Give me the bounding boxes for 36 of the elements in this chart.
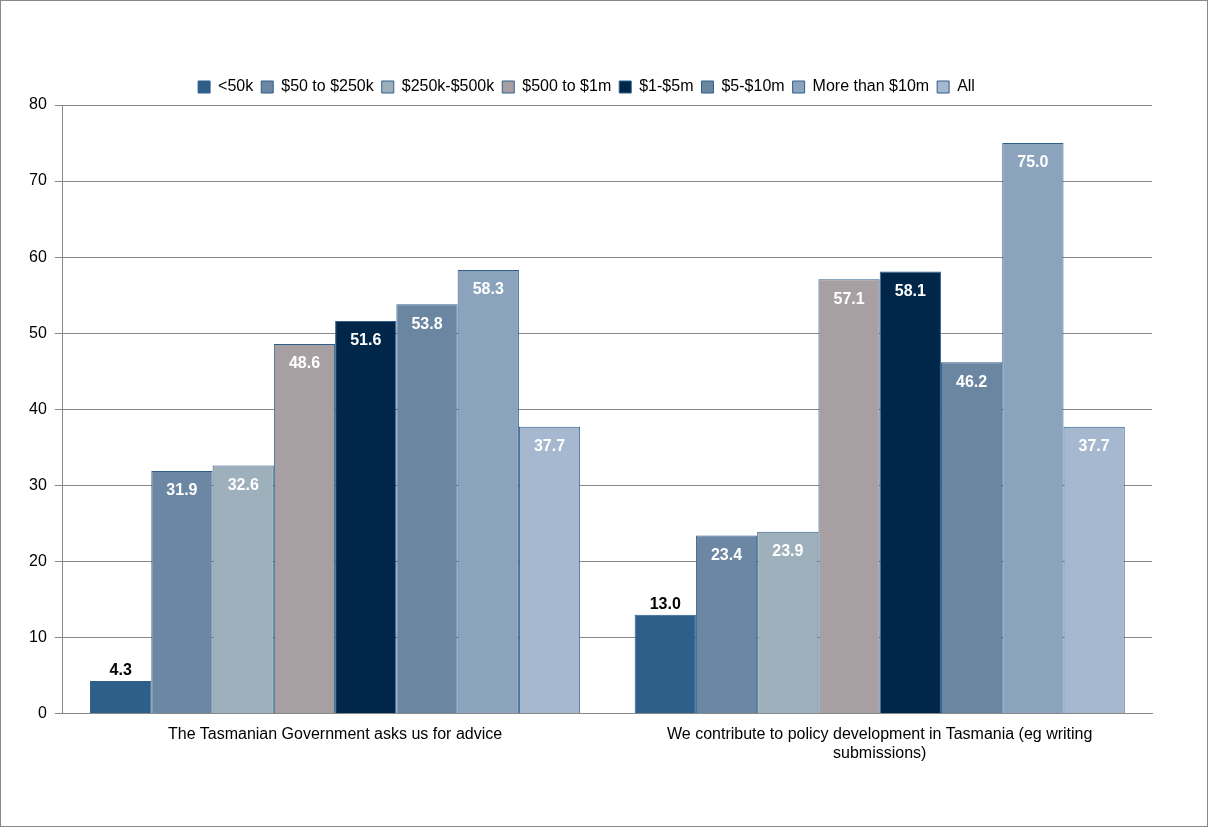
legend-label: More than $10m bbox=[812, 77, 930, 95]
y-tick-label: 0 bbox=[37, 704, 47, 722]
data-label: 46.2 bbox=[956, 372, 988, 390]
y-tick-label: 40 bbox=[29, 399, 47, 417]
y-tick-label: 10 bbox=[29, 627, 47, 645]
data-label: 13.0 bbox=[649, 595, 681, 613]
x-tick-label: The Tasmanian Government asks us for advice bbox=[168, 724, 503, 742]
legend-label: $1-$5m bbox=[639, 77, 694, 95]
y-tick-label: 20 bbox=[29, 551, 47, 569]
data-label: 75.0 bbox=[1017, 153, 1049, 171]
y-tick-label: 50 bbox=[29, 323, 47, 341]
bar bbox=[90, 680, 152, 714]
data-label: 23.9 bbox=[772, 542, 804, 560]
legend-label: $50 to $250k bbox=[281, 77, 375, 95]
data-label: 58.3 bbox=[472, 280, 504, 298]
legend-label: $5-$10m bbox=[721, 77, 785, 95]
legend-label: $500 to $1m bbox=[522, 77, 612, 95]
data-label: 57.1 bbox=[833, 289, 865, 307]
data-label: 48.6 bbox=[288, 354, 321, 372]
data-label: 51.6 bbox=[350, 331, 382, 349]
legend-label: $250k-$500k bbox=[401, 77, 496, 95]
x-tick-label: We contribute to policy development in Tasmania (eg writing submissions) bbox=[667, 724, 1093, 761]
data-label: 58.1 bbox=[894, 282, 926, 300]
y-tick-label: 30 bbox=[29, 475, 47, 493]
data-label: 53.8 bbox=[411, 314, 443, 332]
data-label: 37.7 bbox=[1078, 437, 1110, 455]
y-tick-label: 70 bbox=[29, 171, 47, 189]
y-tick-label: 80 bbox=[29, 95, 47, 113]
legend-label: All bbox=[957, 77, 975, 95]
legend-label: <50k bbox=[218, 77, 255, 95]
data-label: 37.7 bbox=[533, 437, 566, 455]
y-tick-label: 60 bbox=[29, 247, 47, 265]
data-label: 4.3 bbox=[109, 661, 132, 679]
data-label: 31.9 bbox=[166, 481, 198, 499]
data-label: 23.4 bbox=[710, 545, 743, 563]
data-label: 32.6 bbox=[227, 476, 259, 493]
